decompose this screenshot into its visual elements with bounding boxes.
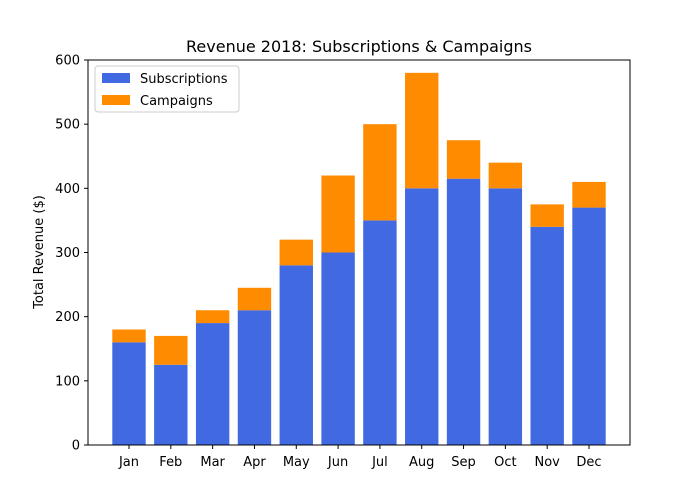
y-tick-label: 100 bbox=[55, 374, 80, 389]
bar-campaigns-mar bbox=[195, 310, 230, 324]
bars-group bbox=[112, 72, 606, 445]
bar-subscriptions-jun bbox=[321, 252, 355, 445]
legend-swatch-campaigns bbox=[102, 95, 130, 105]
x-tick-label: Feb bbox=[159, 455, 182, 470]
bar-campaigns-jun bbox=[321, 175, 355, 253]
bar-campaigns-dec bbox=[572, 181, 606, 208]
legend-label-subscriptions: Subscriptions bbox=[140, 72, 228, 87]
x-tick-label: Apr bbox=[243, 455, 266, 470]
x-tick-label: Aug bbox=[409, 455, 434, 470]
y-tick-label: 200 bbox=[55, 310, 80, 325]
y-tick-label: 600 bbox=[55, 54, 80, 69]
plot-area bbox=[87, 59, 631, 446]
bar-subscriptions-may bbox=[279, 265, 313, 445]
x-tick-label: May bbox=[283, 455, 310, 470]
y-tick-label: 500 bbox=[55, 118, 80, 133]
y-axis-label: Total Revenue ($) bbox=[32, 195, 47, 310]
chart-title: Revenue 2018: Subscriptions & Campaigns bbox=[186, 37, 532, 56]
x-tick-label: Oct bbox=[494, 455, 516, 470]
bar-subscriptions-aug bbox=[405, 188, 439, 445]
bar-campaigns-apr bbox=[237, 287, 272, 311]
bar-subscriptions-feb bbox=[154, 364, 188, 445]
x-tick-label: Dec bbox=[576, 455, 601, 470]
x-axis: Jan Feb Mar Apr May Jun Jul Aug Sep Oct Nov Dec bbox=[118, 445, 602, 470]
x-tick-label: Jul bbox=[371, 455, 388, 470]
x-tick-label: Jun bbox=[327, 455, 348, 470]
x-tick-label: Mar bbox=[200, 455, 225, 470]
bar-campaigns-may bbox=[279, 239, 313, 266]
bar-campaigns-oct bbox=[488, 162, 523, 189]
bar-subscriptions-nov bbox=[530, 226, 564, 445]
bar-campaigns-jul bbox=[363, 124, 397, 221]
legend-label-campaigns: Campaigns bbox=[140, 94, 213, 109]
y-tick-label: 400 bbox=[55, 182, 80, 197]
x-tick-label: Sep bbox=[451, 455, 476, 470]
bar-subscriptions-sep bbox=[446, 178, 481, 445]
legend: Subscriptions Campaigns bbox=[94, 65, 240, 113]
bar-subscriptions-oct bbox=[488, 188, 523, 445]
y-tick-label: 0 bbox=[72, 439, 80, 454]
bar-subscriptions-apr bbox=[237, 310, 272, 445]
legend-box bbox=[94, 65, 240, 113]
y-tick-label: 300 bbox=[55, 246, 80, 261]
bar-campaigns-feb bbox=[154, 335, 188, 365]
y-axis: 0 100 200 300 400 500 600 bbox=[55, 54, 88, 454]
bar-subscriptions-jul bbox=[363, 220, 397, 445]
bar-campaigns-jan bbox=[112, 329, 146, 343]
bar-subscriptions-dec bbox=[572, 207, 606, 445]
bar-subscriptions-mar bbox=[195, 323, 230, 445]
x-tick-label: Jan bbox=[118, 455, 139, 470]
bar-subscriptions-jan bbox=[112, 342, 146, 445]
bar-campaigns-sep bbox=[446, 140, 481, 179]
bar-campaigns-aug bbox=[405, 72, 439, 189]
bar-campaigns-nov bbox=[530, 204, 564, 227]
legend-swatch-subscriptions bbox=[102, 73, 130, 83]
x-tick-label: Nov bbox=[534, 455, 560, 470]
